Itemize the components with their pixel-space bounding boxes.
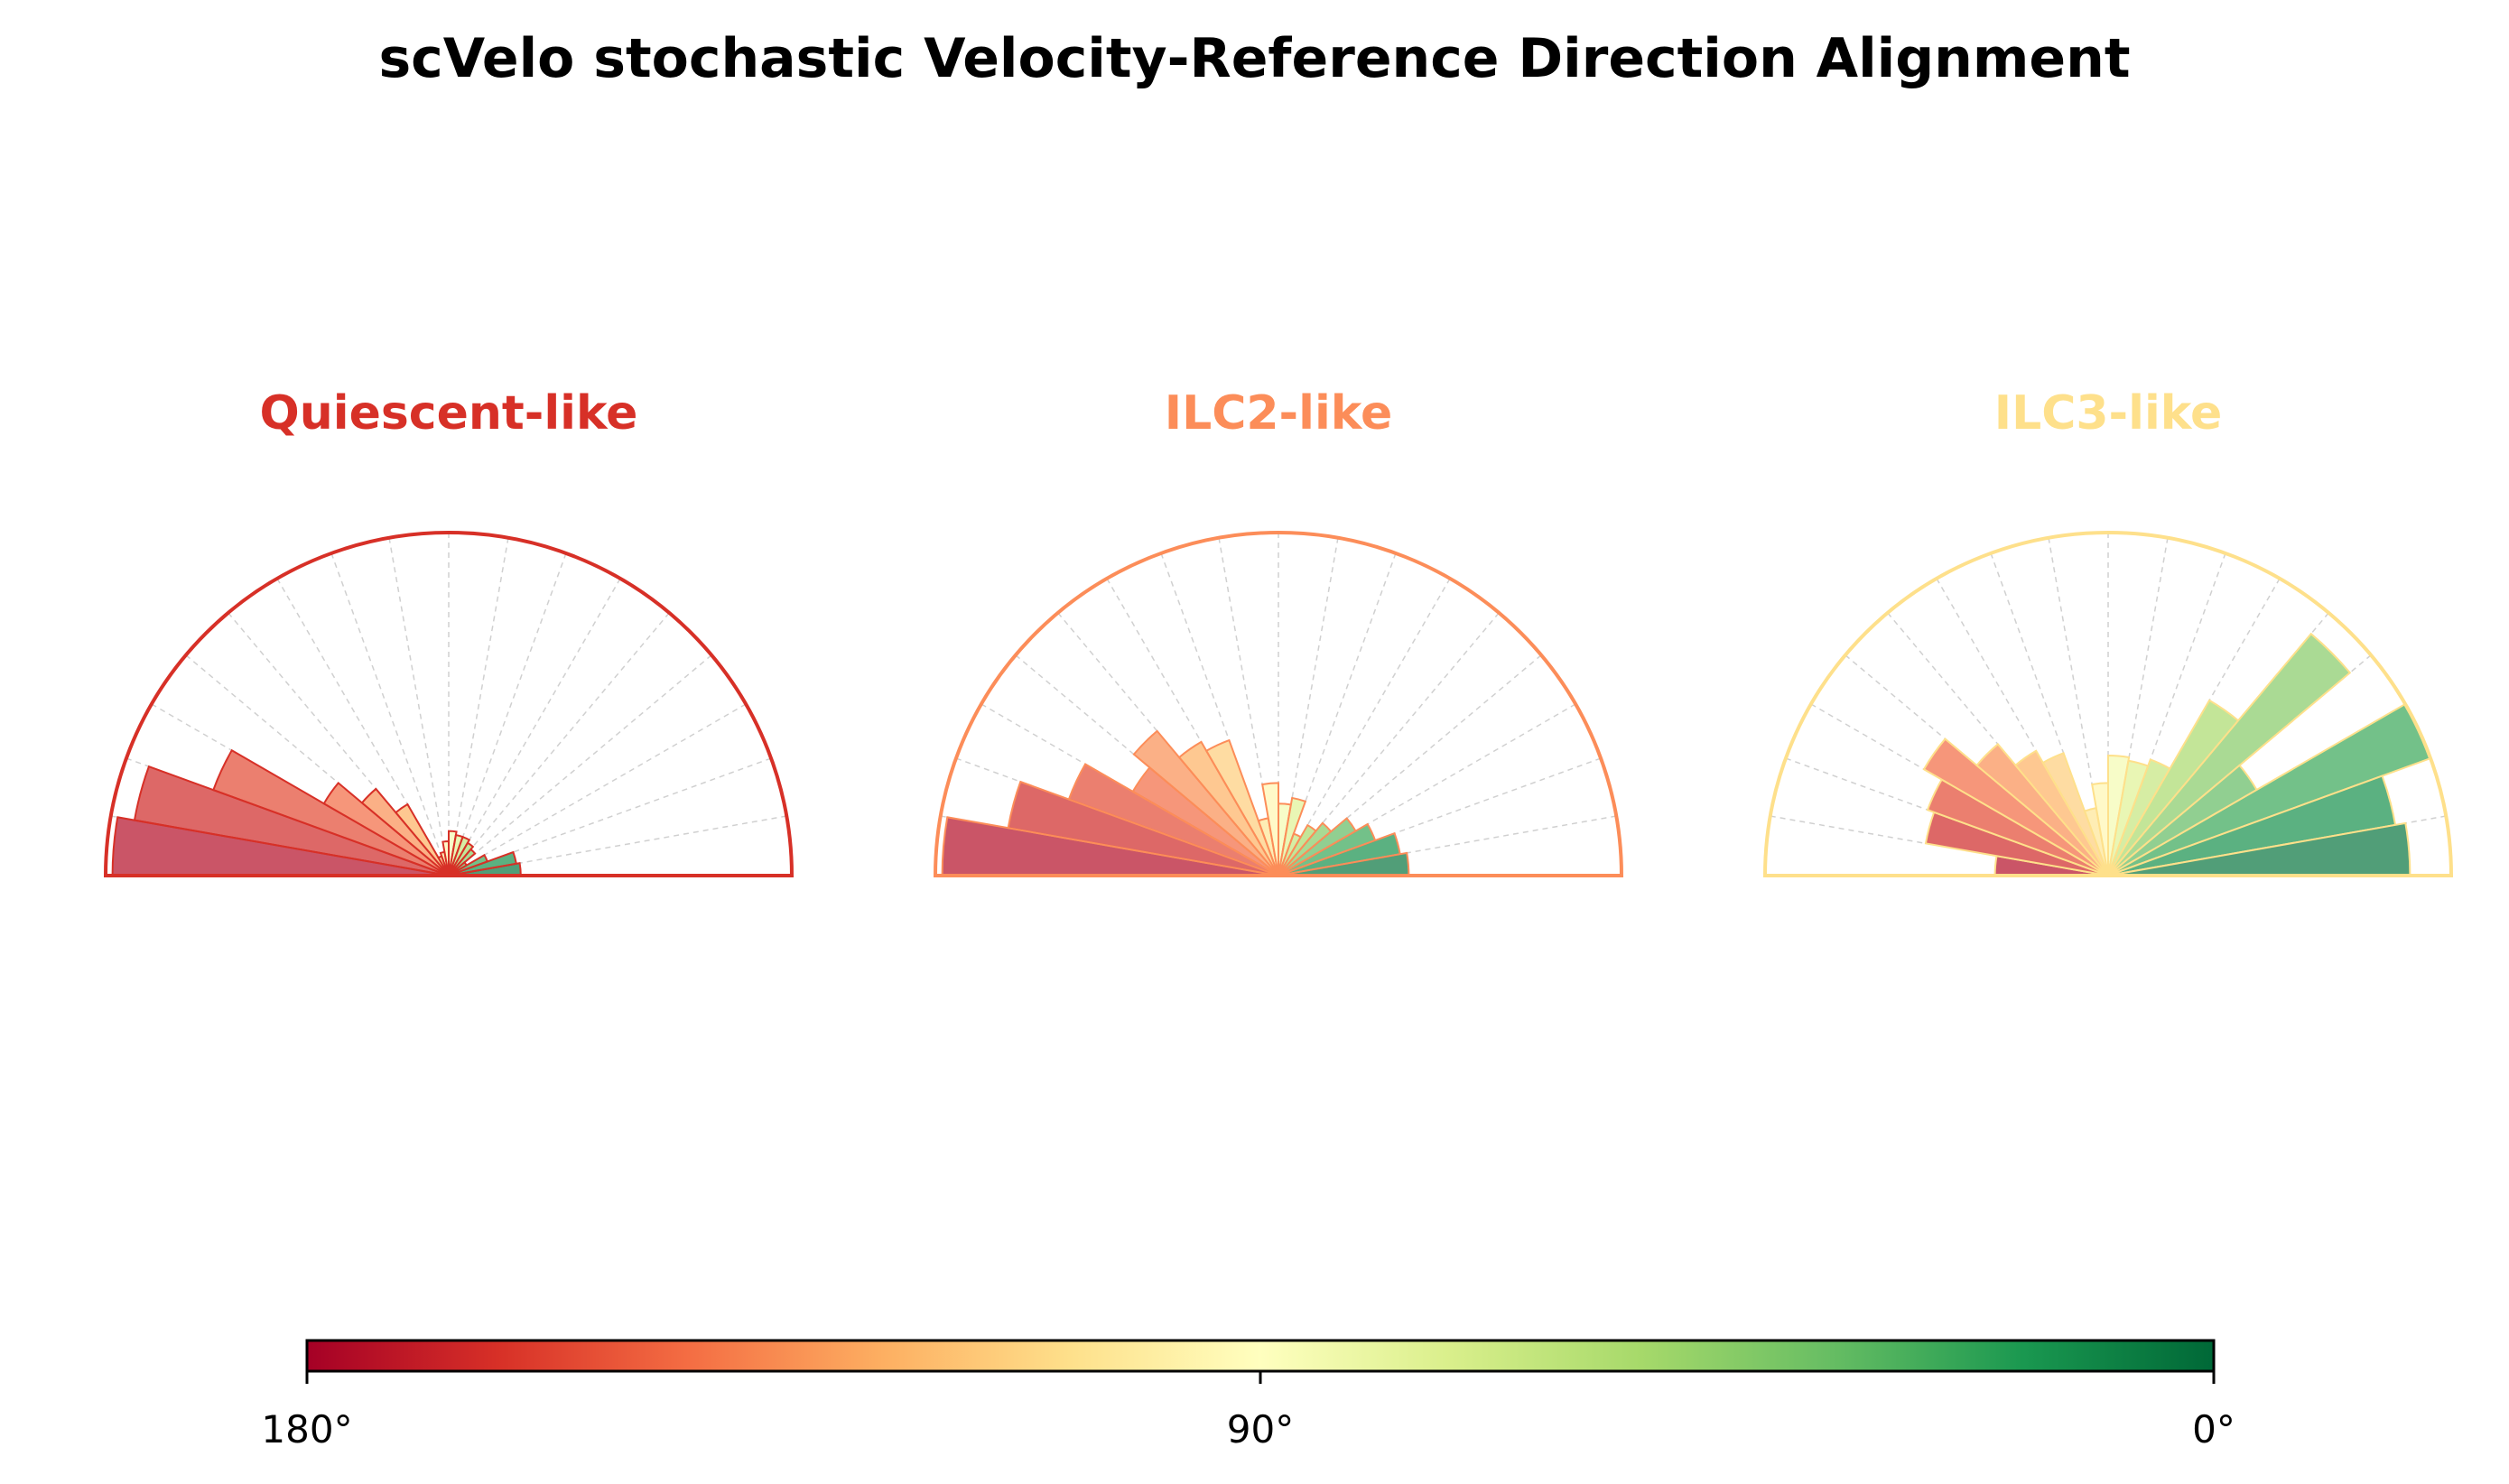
radial-gridline [388, 537, 450, 876]
polar-bar [1067, 763, 1279, 876]
radial-gridline [448, 537, 509, 876]
radial-gridline [2107, 552, 2226, 876]
radial-gridline [1106, 578, 1279, 876]
polar-bar [2041, 752, 2109, 876]
radial-gridline [1278, 815, 1617, 876]
polar-frame [103, 531, 795, 877]
radial-gridline [448, 703, 747, 876]
polar-bar [2107, 632, 2352, 876]
radial-gridline [1278, 578, 1451, 876]
polar-panel: ILC3-like [1762, 386, 2454, 877]
radial-gridline [1278, 654, 1542, 876]
panel-title: Quiescent-like [260, 386, 638, 441]
radial-gridline [228, 612, 450, 876]
polar-frame [933, 531, 1624, 877]
polar-bar [1132, 729, 1279, 876]
polar-panel: ILC2-like [933, 386, 1624, 877]
polar-frame [1762, 531, 2454, 877]
polar-bar [1007, 780, 1279, 876]
polar-bar [1261, 782, 1279, 876]
radial-gridline [448, 578, 621, 876]
radial-gridline [448, 612, 670, 876]
radial-gridline [448, 757, 772, 876]
radial-gridline [448, 552, 567, 876]
colorbar-tick-label: 0° [2192, 1407, 2235, 1452]
radial-gridline [1218, 537, 1279, 876]
radial-gridline [1278, 537, 1339, 876]
radial-gridline [1278, 757, 1602, 876]
radial-gridline [448, 654, 712, 876]
colorbar-tick-label: 90° [1227, 1407, 1294, 1452]
radial-gridline [1160, 552, 1279, 876]
polar-bar [360, 787, 450, 876]
polar-bar [1975, 743, 2109, 876]
chart-title: scVelo stochastic Velocity-Reference Dir… [378, 27, 2131, 90]
radial-gridline [276, 578, 450, 876]
polar-bar [1204, 738, 1279, 876]
polar-bar [1922, 737, 2109, 876]
polar-bar [212, 748, 450, 876]
radial-gridline [1278, 612, 1500, 876]
polar-panel: Quiescent-like [103, 386, 795, 877]
radial-gridline [2048, 537, 2109, 876]
radial-gridline [1936, 578, 2109, 876]
radial-gridline [1278, 703, 1576, 876]
colorbar-tick-label: 180° [261, 1407, 352, 1452]
colorbar-gradient [305, 1339, 2216, 1373]
radial-gridline [1990, 552, 2109, 876]
polar-bar [2014, 749, 2109, 876]
polar-bar [394, 802, 450, 876]
polar-bar [1177, 740, 1279, 876]
radial-gridline [2107, 537, 2169, 876]
radial-gridline [448, 815, 787, 876]
polar-bar [322, 782, 450, 876]
panel-title: ILC3-like [1994, 386, 2223, 441]
radial-gridline [185, 654, 450, 876]
radial-gridline [1278, 552, 1397, 876]
radial-gridline [330, 552, 450, 876]
panel-title: ILC2-like [1165, 386, 1393, 441]
colorbar: 180° 90° 0° [261, 1339, 2235, 1452]
polar-bar [133, 765, 450, 876]
